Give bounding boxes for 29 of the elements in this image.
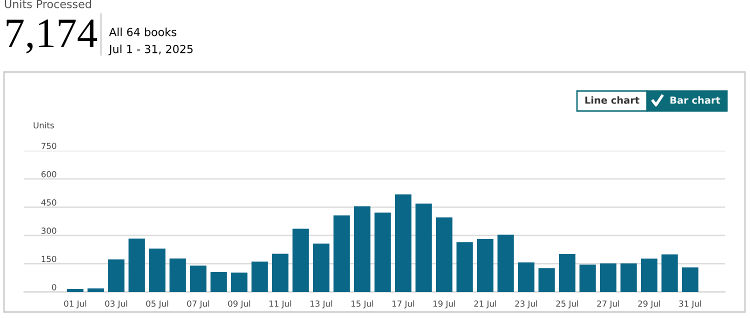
- text: 7,174: [6, 20, 98, 54]
- chart-title: Units Processed: [4, 0, 91, 8]
- text: All 64 books: [109, 28, 176, 36]
- x-tick-label: 31 Jul: [679, 300, 702, 308]
- y-tick-label: 300: [42, 228, 56, 234]
- text: Line chart: [585, 96, 640, 104]
- x-tick-label: 15 Jul: [351, 300, 374, 308]
- y-tick-label: 150: [42, 256, 56, 262]
- text: Bar chart: [670, 96, 720, 104]
- x-tick-label: 03 Jul: [105, 300, 128, 308]
- x-tick-label: 27 Jul: [597, 300, 620, 308]
- x-tick-label: 23 Jul: [515, 300, 538, 308]
- x-tick-label: 05 Jul: [146, 300, 168, 308]
- x-tick-label: 19 Jul: [433, 300, 456, 308]
- x-tick-label: 09 Jul: [228, 300, 250, 308]
- x-tick-label: 21 Jul: [474, 300, 496, 308]
- y-tick-label: 750: [42, 142, 56, 150]
- x-tick-label: 07 Jul: [187, 300, 210, 308]
- y-tick-label: 0: [52, 284, 56, 290]
- y-tick-label: 600: [41, 171, 56, 178]
- x-tick-label: 01 Jul: [64, 300, 86, 308]
- x-tick-label: 29 Jul: [638, 300, 660, 308]
- x-tick-label: 17 Jul: [392, 300, 414, 308]
- x-tick-label: 11 Jul: [269, 300, 292, 308]
- y-tick-label: 450: [41, 199, 56, 206]
- x-tick-label: 13 Jul: [310, 300, 332, 308]
- text: Jul 1 - 31, 2025: [108, 44, 193, 56]
- y-axis-title: Units: [34, 122, 54, 128]
- x-tick-label: 25 Jul: [556, 300, 578, 308]
